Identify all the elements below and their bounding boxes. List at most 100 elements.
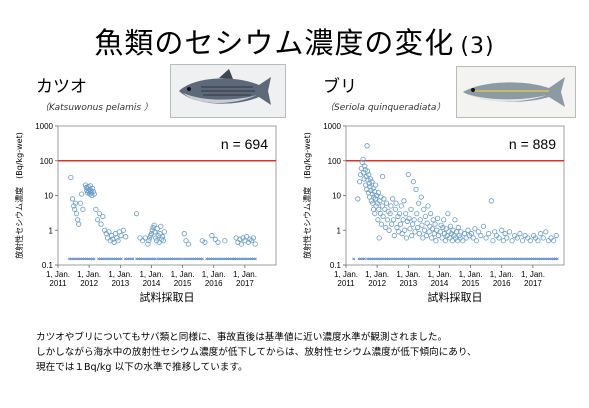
data-point	[212, 236, 218, 242]
nd-marker	[92, 257, 96, 261]
data-point	[399, 231, 405, 237]
data-point	[457, 235, 463, 241]
data-point	[151, 222, 157, 228]
data-point	[389, 221, 395, 227]
y-tick-label: 1	[49, 226, 54, 235]
data-point	[449, 238, 455, 244]
data-point	[247, 236, 253, 242]
data-point	[421, 206, 427, 212]
caption-line: カツオやブリについてもサバ類と同様に、事故直後は基準値に近い濃度水準が観測されま…	[36, 332, 448, 343]
data-point	[461, 231, 467, 237]
x-tick-label: 1, Jan. 2017	[233, 270, 257, 288]
data-point	[394, 224, 400, 231]
data-point	[426, 229, 432, 235]
y-tick-label: 1000	[323, 122, 341, 131]
data-point	[72, 206, 78, 212]
data-point	[199, 238, 205, 244]
data-point	[68, 174, 74, 181]
yellowtail-icon	[457, 67, 575, 117]
data-point	[154, 226, 160, 232]
data-point	[160, 238, 166, 244]
y-tick-label: 1	[337, 226, 342, 235]
data-point	[366, 171, 372, 178]
data-point	[478, 233, 484, 239]
slide-title: 魚類のセシウム濃度の変化 (3)	[0, 20, 589, 62]
data-point	[85, 184, 91, 190]
data-point	[79, 191, 85, 197]
skipjack-tuna-icon	[171, 65, 285, 117]
data-point	[406, 215, 412, 221]
data-point	[440, 224, 446, 231]
data-point	[391, 233, 397, 239]
x-tick-label: 1, Jan. 2015	[171, 270, 195, 288]
data-point	[441, 217, 447, 223]
data-point	[535, 238, 541, 244]
data-point	[408, 206, 414, 212]
data-point	[383, 224, 389, 231]
data-point	[369, 179, 375, 185]
nd-marker	[555, 257, 559, 261]
data-point	[120, 227, 126, 233]
nd-marker	[119, 257, 123, 261]
data-point	[425, 203, 431, 209]
nd-marker	[352, 257, 356, 261]
data-point	[486, 231, 492, 237]
x-tick-label: 1, Jan. 2014	[139, 270, 163, 288]
data-point	[419, 222, 425, 228]
data-point	[418, 194, 424, 200]
data-point	[420, 235, 426, 241]
data-point	[417, 217, 423, 223]
data-point	[100, 213, 106, 220]
data-point	[243, 234, 250, 240]
data-point	[222, 238, 228, 244]
data-point	[76, 221, 82, 227]
data-point	[410, 221, 416, 227]
nd-marker	[154, 257, 157, 261]
data-point	[379, 203, 385, 209]
x-tick-label: 1, Jan. 2012	[365, 270, 389, 288]
data-point	[123, 234, 129, 240]
data-point	[250, 235, 256, 241]
x-tick-label: 1, Jan. 2011	[334, 270, 358, 288]
data-point	[96, 211, 103, 217]
data-point	[137, 235, 143, 241]
data-point	[161, 229, 167, 235]
data-point	[114, 235, 120, 241]
data-point	[388, 203, 394, 209]
data-point	[384, 217, 391, 223]
data-point	[372, 196, 378, 202]
data-point	[447, 223, 454, 229]
data-point	[431, 231, 437, 237]
data-point	[380, 213, 386, 220]
nd-marker	[201, 257, 204, 261]
data-point	[514, 235, 520, 241]
y-tick-label: 100	[40, 157, 54, 166]
data-point	[375, 190, 381, 196]
data-point	[415, 200, 422, 206]
data-point	[490, 238, 496, 244]
data-point	[548, 235, 554, 241]
data-point	[401, 198, 407, 204]
data-point	[402, 227, 408, 233]
data-point	[72, 200, 79, 206]
data-point	[429, 226, 435, 232]
data-point	[480, 223, 487, 229]
data-point	[465, 227, 471, 233]
data-point	[373, 203, 379, 209]
data-point	[375, 217, 381, 223]
data-point	[538, 231, 544, 237]
nd-marker	[254, 257, 257, 261]
data-point	[115, 238, 121, 244]
data-point	[185, 241, 192, 247]
data-point	[381, 196, 387, 202]
data-point	[502, 231, 508, 237]
skipjack-tuna-photo	[170, 64, 286, 118]
data-point	[393, 200, 399, 206]
data-point	[373, 182, 379, 188]
data-point	[435, 215, 441, 221]
species-name-right: ブリ	[323, 77, 357, 97]
data-point	[140, 238, 146, 244]
data-point	[472, 226, 478, 232]
data-point	[500, 238, 506, 244]
y-axis-label: 放射性セシウム濃度 (Bq/kg-wet)	[14, 132, 24, 259]
